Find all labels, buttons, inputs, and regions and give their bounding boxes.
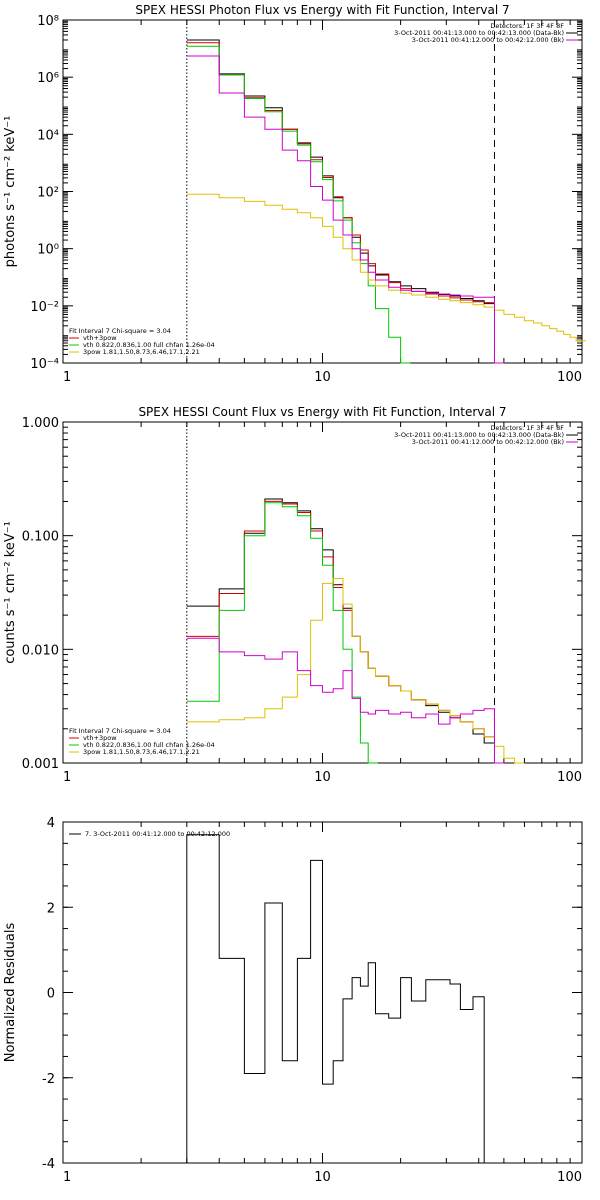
legend-top-entry: Detectors: 1F 3F 4F 8F: [490, 424, 564, 432]
chart-title: SPEX HESSI Count Flux vs Energy with Fit…: [138, 405, 506, 419]
legend-bottom-entry: Fit Interval 7 Chi-square = 3.04: [69, 727, 171, 735]
y-tick-label: 0: [47, 987, 55, 1002]
series-3pow-line: [186, 578, 525, 764]
x-tick-label: 100: [557, 1170, 582, 1185]
legend-bottom-entry: 3pow 1.81,1.50,8.73,6.46,17.1,2.21: [83, 748, 200, 756]
legend-bottom-entry: vth 0.822,0.836,1.00 full chfan 1.26e-04: [83, 341, 215, 349]
y-tick-label: 0.010: [22, 643, 59, 658]
y-tick-label: 1.000: [22, 416, 59, 431]
series-vth-3pow-line: [186, 42, 505, 364]
residuals-line: [186, 834, 495, 1164]
residuals-panel: 1 10 100 -4 -2 0 2 4 Normalized Residuals 7. 3-Oc…: [3, 816, 583, 1185]
legend-top-entry: 3-Oct-2011 00:41:12.000 to 00:42:12.000 …: [412, 36, 564, 44]
count-flux-panel: 1 10 100 0.001 0.010 0.100 1.000 SPEX HESSI Cou…: [3, 405, 583, 785]
series-3pow-line: [186, 193, 586, 342]
x-tick-label: 1: [63, 1170, 71, 1185]
photon-flux-panel: 1 10 100 10⁻⁴ 10⁻² 10⁰ 10² 10⁴ 10⁶ 10⁸ SPEX HESSI …: [3, 3, 586, 385]
legend-bottom-entry: Fit Interval 7 Chi-square = 3.04: [69, 327, 171, 335]
y-tick-label: 0.100: [22, 530, 59, 545]
series-vth-line: [186, 45, 411, 364]
y-tick-label: 0.001: [22, 757, 59, 772]
y-axis-label: photons s⁻¹ cm⁻² keV⁻¹: [3, 116, 18, 268]
series-vth-line: [186, 502, 378, 764]
y-tick-label: -4: [42, 1157, 55, 1172]
legend-bottom-entry: 3pow 1.81,1.50,8.73,6.46,17.1,2.21: [83, 348, 200, 356]
y-tick-label: 10⁻⁴: [30, 357, 59, 372]
y-axis-label: Normalized Residuals: [3, 923, 18, 1063]
y-tick-label: 10⁶: [37, 71, 59, 86]
legend-bottom-entry: vth 0.822,0.836,1.00 full chfan 1.26e-04: [83, 741, 215, 749]
y-tick-label: 10⁰: [37, 243, 59, 258]
legend-top-entry: 3-Oct-2011 00:41:13.000 to 00:42:13.000 …: [394, 431, 564, 439]
x-tick-label: 10: [314, 770, 331, 785]
series-bk-line: [186, 55, 505, 364]
y-tick-label: 4: [47, 816, 55, 831]
legend-bottom-entry: vth+3pow: [83, 734, 117, 742]
y-tick-label: -2: [42, 1072, 55, 1087]
x-tick-label: 1: [63, 770, 71, 785]
x-tick-label: 100: [557, 770, 582, 785]
series-bk-line: [186, 637, 505, 764]
y-tick-label: 2: [47, 901, 55, 916]
legend-top-entry: 3-Oct-2011 00:41:12.000 to 00:42:12.000 …: [412, 438, 564, 446]
x-tick-label: 1: [63, 370, 71, 385]
series-data-bk-line: [186, 39, 505, 364]
series-data-bk-line: [186, 498, 525, 764]
y-tick-label: 10⁸: [37, 14, 59, 29]
chart-title: SPEX HESSI Photon Flux vs Energy with Fi…: [135, 3, 509, 17]
y-tick-label: 10²: [37, 186, 59, 201]
legend-top-entry: Detectors: 1F 3F 4F 8F: [490, 22, 564, 30]
x-tick-label: 10: [314, 1170, 331, 1185]
residuals-legend: 7. 3-Oct-2011 00:41:12.000 to 00:42:12.0…: [85, 830, 230, 838]
y-axis-label: counts s⁻¹ cm⁻² keV⁻¹: [3, 521, 18, 664]
x-tick-label: 10: [314, 370, 331, 385]
y-tick-label: 10⁻²: [30, 300, 59, 315]
x-tick-label: 100: [557, 370, 582, 385]
legend-bottom-entry: vth+3pow: [83, 334, 117, 342]
series-vth-3pow-line: [186, 500, 505, 764]
y-tick-label: 10⁴: [37, 128, 59, 143]
legend-top-entry: 3-Oct-2011 00:41:13.000 to 00:42:13.000 …: [394, 29, 564, 37]
